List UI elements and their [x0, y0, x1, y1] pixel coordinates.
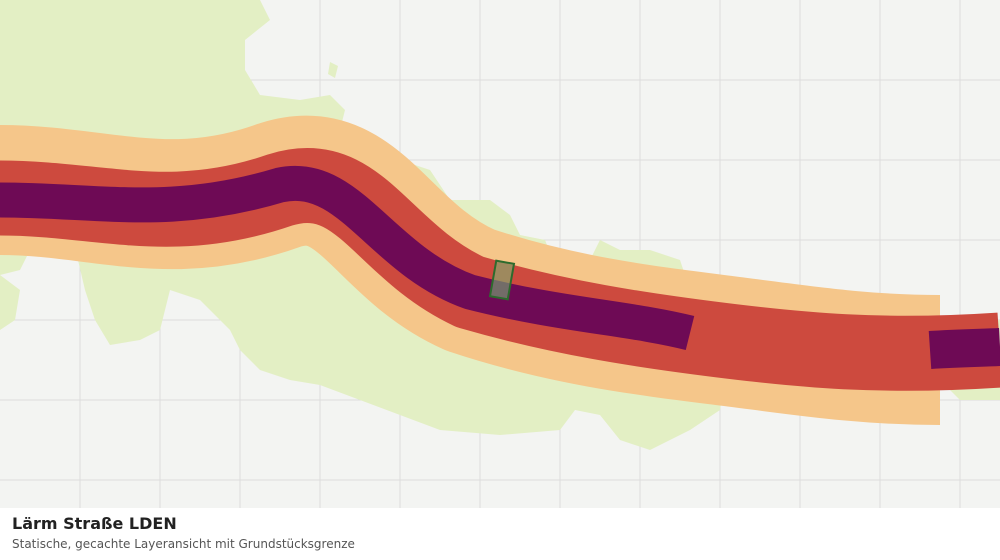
map-view — [0, 0, 1000, 508]
noise-band-very-high — [0, 165, 695, 350]
low-noise-zone — [328, 62, 338, 78]
layer-title: Lärm Straße LDEN — [12, 514, 177, 533]
low-noise-zone — [0, 275, 20, 330]
parcel-boundary[interactable] — [488, 259, 516, 301]
noise-bands — [0, 115, 1000, 425]
caption: Lärm Straße LDEN Statische, gecachte Lay… — [0, 508, 1000, 560]
layer-subtitle: Statische, gecachte Layeransicht mit Gru… — [12, 537, 355, 551]
noise-band-very-high — [928, 328, 1000, 369]
